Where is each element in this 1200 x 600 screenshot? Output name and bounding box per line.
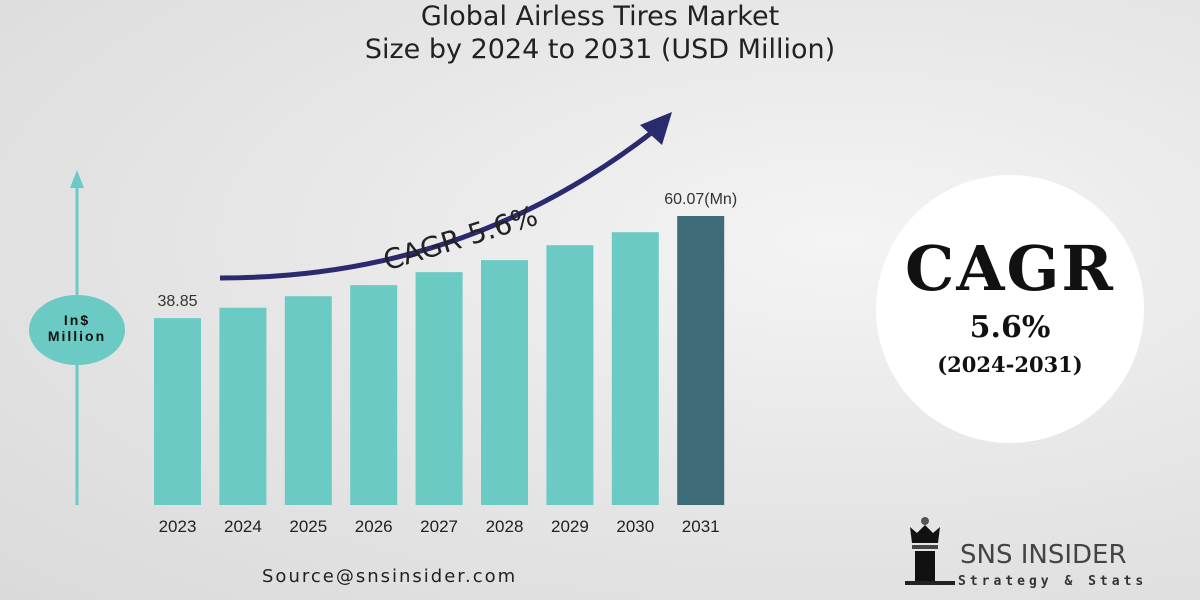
data-label: 38.85 — [157, 293, 197, 310]
y-unit-line-2: Million — [47, 328, 107, 344]
cagr-badge — [876, 175, 1144, 443]
chart-title: Global Airless Tires Market Size by 2024… — [250, 0, 950, 66]
x-tick-label: 2025 — [289, 517, 327, 536]
data-label: 60.07(Mn) — [664, 191, 737, 208]
x-tick-label: 2030 — [616, 517, 654, 536]
unit-bubble — [29, 295, 125, 365]
x-tick-label: 2023 — [159, 517, 197, 536]
bar-2027 — [415, 272, 463, 505]
title-line-1: Global Airless Tires Market — [420, 1, 780, 32]
bar-2023 — [154, 318, 201, 505]
bar-2030 — [611, 232, 659, 505]
bar-2025 — [284, 296, 332, 505]
growth-arrow — [219, 128, 657, 281]
cagr-badge-title: CAGR — [905, 232, 1115, 305]
cagr-badge-period: (2024-2031) — [937, 352, 1083, 377]
title-line-2: Size by 2024 to 2031 (USD Million) — [364, 34, 836, 65]
source-text: Source@snsinsider.com — [262, 566, 518, 587]
bar-2031 — [677, 216, 725, 505]
bar-2029 — [546, 245, 594, 505]
x-tick-label: 2029 — [551, 517, 589, 536]
x-tick-label: 2028 — [486, 517, 524, 536]
logo-crown-icon — [905, 517, 955, 585]
bar-2026 — [350, 285, 398, 505]
bar-2028 — [481, 260, 528, 505]
x-tick-label: 2027 — [420, 517, 458, 536]
y-axis-arrowhead — [70, 170, 84, 188]
y-unit-line-1: In$ — [63, 312, 91, 328]
cagr-badge-value: 5.6% — [969, 310, 1051, 345]
x-tick-label: 2031 — [682, 517, 720, 536]
bar-2024 — [219, 307, 267, 505]
logo-name: SNS INSIDER — [960, 540, 1127, 570]
x-tick-label: 2024 — [224, 517, 262, 536]
x-tick-label: 2026 — [355, 517, 393, 536]
growth-arrowhead — [640, 112, 672, 145]
logo-tagline: Strategy & Stats — [958, 574, 1148, 589]
y-unit-label: In$ Million — [27, 312, 127, 344]
